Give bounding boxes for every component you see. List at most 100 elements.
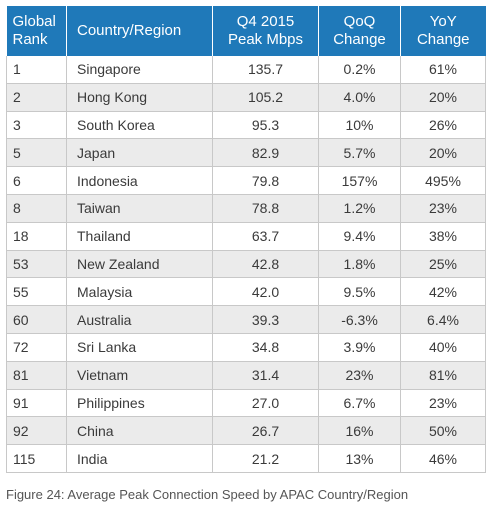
cell-yoy: 50% [400,416,486,446]
cell-qoq: 5.7% [318,138,401,168]
cell-yoy: 46% [400,444,486,473]
cell-qoq: 10% [318,111,401,140]
cell-yoy: 25% [400,250,486,279]
cell-yoy: 20% [400,138,486,168]
cell-yoy: 81% [400,361,486,390]
cell-yoy: 6.4% [400,305,486,334]
cell-rank: 2 [6,83,67,112]
cell-country: Taiwan [66,194,213,223]
cell-country: Hong Kong [66,83,213,112]
peak-speed-table: Global Rank Country/Region Q4 2015 Peak … [6,6,486,473]
cell-qoq: 1.2% [318,194,401,223]
header-qoq-change: QoQ Change [318,6,401,56]
data-table-container: Global Rank Country/Region Q4 2015 Peak … [6,6,486,473]
cell-qoq: 0.2% [318,56,401,84]
cell-country: Thailand [66,222,213,251]
cell-peak: 39.3 [212,305,319,334]
cell-yoy: 23% [400,389,486,418]
cell-rank: 5 [6,138,67,168]
cell-peak: 42.8 [212,250,319,279]
cell-yoy: 61% [400,56,486,84]
header-global-rank: Global Rank [6,6,67,56]
cell-rank: 55 [6,277,67,307]
cell-yoy: 38% [400,222,486,251]
cell-qoq: 13% [318,444,401,473]
table-row: 60 Australia 39.3 -6.3% 6.4% [6,305,486,334]
table-row: 53 New Zealand 42.8 1.8% 25% [6,250,486,279]
cell-rank: 18 [6,222,67,251]
cell-rank: 91 [6,389,67,418]
cell-yoy: 23% [400,194,486,223]
table-body: 1 Singapore 135.7 0.2% 61% 2 Hong Kong 1… [6,56,486,473]
figure-caption: Figure 24: Average Peak Connection Speed… [6,487,409,502]
cell-qoq: 1.8% [318,250,401,279]
header-global-rank-line1: Global [12,13,56,30]
cell-yoy: 42% [400,277,486,307]
cell-country: Vietnam [66,361,213,390]
cell-rank: 1 [6,56,67,84]
header-qoq-change-line1: QoQ [343,13,376,30]
table-row: 3 South Korea 95.3 10% 26% [6,111,486,140]
header-peak-mbps-line1: Q4 2015 [236,13,295,30]
header-country-region-label: Country/Region [77,22,182,39]
cell-rank: 92 [6,416,67,446]
header-row: Global Rank Country/Region Q4 2015 Peak … [6,6,486,56]
cell-peak: 21.2 [212,444,319,473]
header-qoq-change-line2: Change [333,31,386,48]
cell-qoq: 3.9% [318,333,401,362]
cell-rank: 8 [6,194,67,223]
cell-country: South Korea [66,111,213,140]
cell-rank: 53 [6,250,67,279]
table-row: 55 Malaysia 42.0 9.5% 42% [6,277,486,307]
cell-country: China [66,416,213,446]
table-row: 91 Philippines 27.0 6.7% 23% [6,389,486,418]
table-row: 1 Singapore 135.7 0.2% 61% [6,56,486,84]
table-row: 72 Sri Lanka 34.8 3.9% 40% [6,333,486,362]
cell-rank: 6 [6,166,67,195]
header-peak-mbps-line2: Peak Mbps [227,31,304,48]
cell-peak: 63.7 [212,222,319,251]
table-row: 8 Taiwan 78.8 1.2% 23% [6,194,486,223]
cell-yoy: 26% [400,111,486,140]
table-row: 2 Hong Kong 105.2 4.0% 20% [6,83,486,112]
header-peak-mbps: Q4 2015 Peak Mbps [212,6,319,56]
cell-qoq: 9.5% [318,277,401,307]
cell-peak: 31.4 [212,361,319,390]
cell-country: Indonesia [66,166,213,195]
table-row: 18 Thailand 63.7 9.4% 38% [6,222,486,251]
cell-peak: 34.8 [212,333,319,362]
table-row: 92 China 26.7 16% 50% [6,416,486,446]
cell-yoy: 40% [400,333,486,362]
cell-rank: 3 [6,111,67,140]
cell-yoy: 20% [400,83,486,112]
cell-country: Australia [66,305,213,334]
cell-peak: 26.7 [212,416,319,446]
cell-qoq: 16% [318,416,401,446]
cell-qoq: 157% [318,166,401,195]
cell-country: Singapore [66,56,213,84]
cell-country: Philippines [66,389,213,418]
cell-peak: 78.8 [212,194,319,223]
cell-peak: 82.9 [212,138,319,168]
cell-rank: 60 [6,305,67,334]
cell-peak: 42.0 [212,277,319,307]
cell-peak: 79.8 [212,166,319,195]
header-yoy-change: YoY Change [400,6,486,56]
table-row: 115 India 21.2 13% 46% [6,444,486,473]
table-row: 81 Vietnam 31.4 23% 81% [6,361,486,390]
cell-qoq: 23% [318,361,401,390]
cell-qoq: 4.0% [318,83,401,112]
cell-country: Sri Lanka [66,333,213,362]
cell-country: India [66,444,213,473]
cell-qoq: -6.3% [318,305,401,334]
cell-peak: 27.0 [212,389,319,418]
cell-country: Japan [66,138,213,168]
cell-country: Malaysia [66,277,213,307]
header-global-rank-line2: Rank [12,31,48,48]
cell-peak: 135.7 [212,56,319,84]
cell-rank: 81 [6,361,67,390]
cell-qoq: 6.7% [318,389,401,418]
cell-rank: 72 [6,333,67,362]
cell-rank: 115 [6,444,67,473]
header-yoy-change-line2: Change [416,31,470,48]
